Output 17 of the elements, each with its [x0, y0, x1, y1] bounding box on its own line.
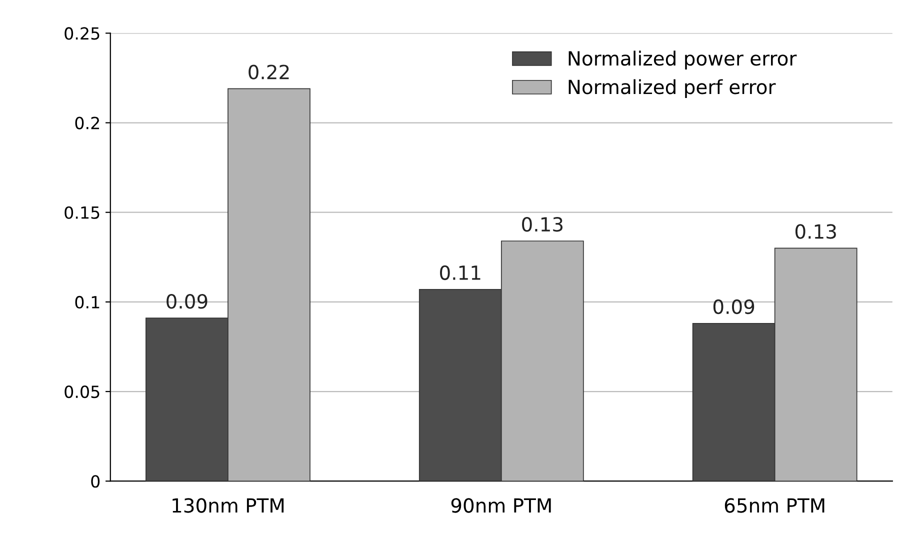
y-tick-label: 0.25 — [64, 27, 100, 40]
legend-label: Normalized power error — [568, 50, 797, 70]
x-tick-label: 90nm PTM — [451, 498, 551, 513]
y-tick-label: 0.05 — [64, 385, 100, 398]
data-label: 0.22 — [248, 64, 289, 80]
legend-label: Normalized perf error — [568, 79, 776, 98]
x-tick-label: 130nm PTM — [172, 498, 284, 513]
y-tick-label: 0.1 — [75, 296, 100, 309]
data-label: 0.13 — [795, 224, 836, 239]
data-label: 0.11 — [440, 265, 480, 280]
data-label: 0.09 — [713, 299, 754, 314]
y-tick-label: 0 — [91, 475, 100, 488]
y-tick-label: 0.15 — [64, 206, 100, 219]
y-tick-label: 0.2 — [75, 116, 100, 130]
data-label: 0.13 — [522, 216, 563, 232]
data-label: 0.09 — [166, 294, 208, 309]
x-tick-label: 65nm PTM — [724, 498, 824, 513]
